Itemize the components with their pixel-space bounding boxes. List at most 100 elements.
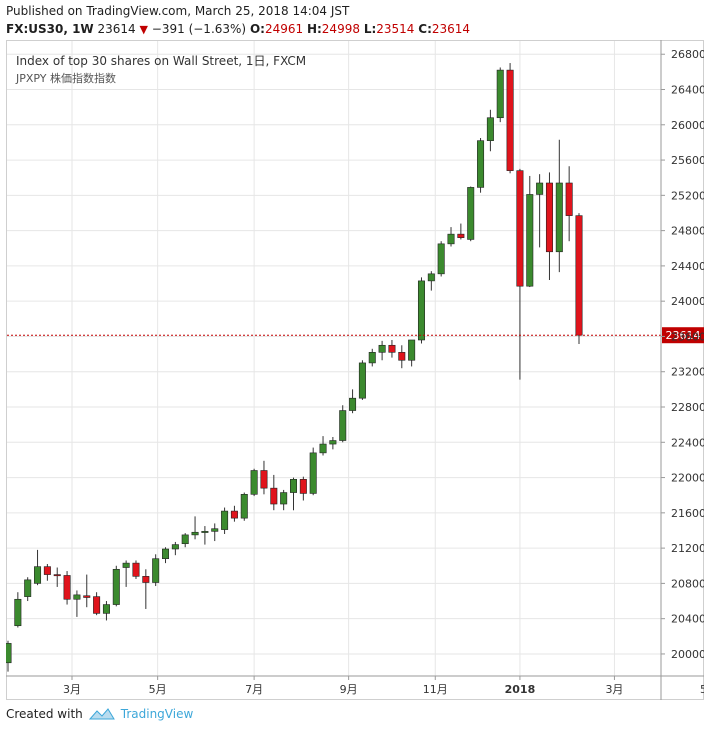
candle-up <box>221 510 229 530</box>
candle-down <box>142 576 150 583</box>
x-tick-label: 3月 <box>605 683 623 696</box>
candle-down <box>575 215 583 336</box>
candle-up <box>14 598 22 627</box>
footer: Created with TradingView <box>6 707 193 721</box>
high-value: 24998 <box>321 22 360 36</box>
candle-up <box>486 117 494 141</box>
chart-frame <box>6 40 704 700</box>
candle-up <box>152 558 160 583</box>
candle-down <box>299 479 307 494</box>
y-tick-label: 22800 <box>671 401 704 414</box>
candle-up <box>181 534 189 545</box>
x-tick-label: 5月 <box>700 683 704 696</box>
candle-up <box>73 594 81 600</box>
open-value: 24961 <box>264 22 304 36</box>
y-tick-label: 22400 <box>671 436 704 449</box>
y-tick-label: 21200 <box>671 542 704 555</box>
candle-up <box>467 187 475 240</box>
candle-down <box>230 510 238 519</box>
candle-down <box>388 344 396 353</box>
y-tick-label: 20400 <box>671 613 704 626</box>
tradingview-link[interactable]: TradingView <box>120 707 194 721</box>
low-value: 23514 <box>376 22 415 36</box>
open-label: O: <box>249 22 265 36</box>
candle-up <box>122 562 130 568</box>
grid <box>7 41 661 676</box>
candle-up <box>34 566 42 584</box>
candle-down <box>516 170 524 287</box>
y-tick-label: 24000 <box>671 295 704 308</box>
y-axis: 26800 26400 26000 25600 25200 24800 24400 24000… <box>660 40 704 700</box>
candles <box>6 63 583 672</box>
candle-up <box>171 544 179 550</box>
candle-up <box>339 410 347 441</box>
candle-up <box>526 194 534 287</box>
close-value: 23614 <box>431 22 471 36</box>
candle-down <box>565 182 573 216</box>
symbol: FX:US30, 1W <box>6 22 94 36</box>
low-label: L: <box>363 22 377 36</box>
last-price-line: 23614 <box>7 327 704 344</box>
candle-up <box>368 352 376 364</box>
candle-up <box>162 548 170 560</box>
created-with-label: Created with <box>6 707 83 721</box>
candle-up <box>536 182 544 195</box>
candle-up <box>289 479 297 493</box>
y-tick-label: 26800 <box>671 48 704 61</box>
y-tick-label: 26400 <box>671 84 704 97</box>
last-price-tag-label: 23614 <box>666 329 701 342</box>
down-arrow-icon: ▼ <box>139 23 148 36</box>
candle-up <box>211 528 219 532</box>
last-price: 23614 <box>97 22 136 36</box>
x-tick-label: 11月 <box>423 683 448 696</box>
candle-down <box>132 562 140 577</box>
candle-down <box>270 487 278 505</box>
x-tick-label: 2018 <box>505 683 536 696</box>
tradingview-logo-icon <box>88 708 115 720</box>
x-tick-label: 3月 <box>63 683 81 696</box>
candle-down <box>457 233 465 238</box>
candle-down <box>63 575 71 600</box>
candle-up <box>349 397 357 411</box>
y-tick-label: 20000 <box>671 648 704 661</box>
candle-up <box>447 233 455 245</box>
candle-down <box>83 595 91 598</box>
y-tick-label: 24800 <box>671 225 704 238</box>
candle-down <box>545 182 553 253</box>
candle-up <box>201 531 209 533</box>
candle-up <box>358 362 366 399</box>
candle-up <box>250 470 258 495</box>
candle-up <box>319 443 327 454</box>
candle-down <box>398 352 406 361</box>
y-tick-label: 23200 <box>671 366 704 379</box>
y-tick-label: 23600 <box>671 330 704 343</box>
y-tick-label: 26000 <box>671 119 704 132</box>
candle-up <box>329 440 337 445</box>
x-tick-label: 7月 <box>245 683 263 696</box>
y-tick-label: 25600 <box>671 154 704 167</box>
candle-up <box>240 494 248 519</box>
price-change: −391 (−1.63%) <box>151 22 247 36</box>
ticker-line: FX:US30, 1W 23614 ▼ −391 (−1.63%) O:2496… <box>6 22 470 36</box>
candlestick-chart[interactable]: 23614 26800 26400 26000 25600 25200 24800 2440… <box>6 40 704 700</box>
y-tick-label: 21600 <box>671 507 704 520</box>
candle-up <box>427 273 435 282</box>
candle-up <box>555 182 563 253</box>
candle-down <box>43 566 51 575</box>
candle-up <box>408 339 416 361</box>
chart-title: Index of top 30 shares on Wall Street, 1… <box>16 54 307 68</box>
candle-up <box>24 579 32 597</box>
candle-up <box>112 568 120 605</box>
y-tick-label: 20800 <box>671 577 704 590</box>
candle-down <box>53 574 61 577</box>
published-line: Published on TradingView.com, March 25, … <box>6 4 350 18</box>
candle-down <box>93 596 101 614</box>
x-tick-label: 9月 <box>340 683 358 696</box>
candle-up <box>477 140 485 188</box>
x-axis: 3月 5月 7月 9月 11月 2018 3月 5月 <box>6 675 704 696</box>
candle-up <box>437 243 445 275</box>
y-tick-label: 25200 <box>671 189 704 202</box>
candle-down <box>260 470 268 489</box>
candle-up <box>191 531 199 536</box>
candle-down <box>506 69 514 171</box>
